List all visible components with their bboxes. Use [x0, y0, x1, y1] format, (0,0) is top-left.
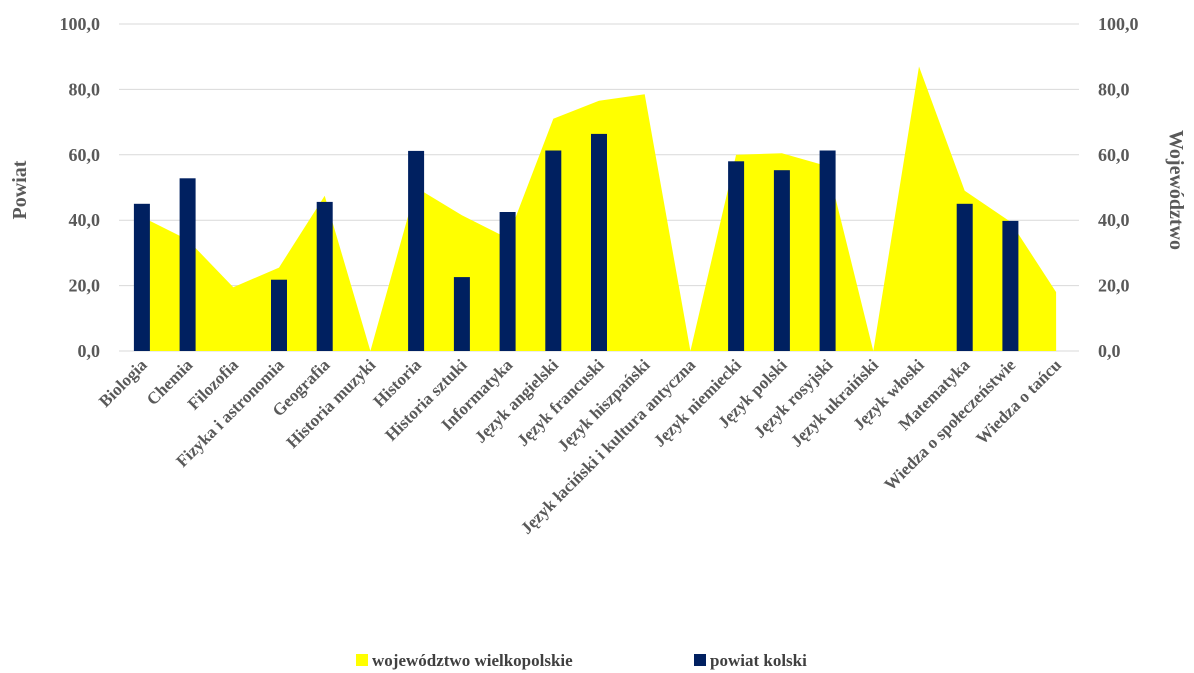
bar	[1002, 220, 1019, 351]
left-tick-label: 40,0	[69, 210, 101, 230]
legend-label-bar: powiat kolski	[710, 651, 807, 670]
left-tick-label: 20,0	[69, 276, 101, 296]
right-tick-label: 80,0	[1098, 79, 1130, 99]
bar	[133, 203, 150, 351]
bar	[271, 279, 287, 351]
bar-series	[133, 133, 1019, 351]
bar	[956, 203, 973, 351]
legend-label-area: województwo wielkopolskie	[372, 651, 573, 670]
bar	[453, 277, 470, 351]
right-tick-label: 40,0	[1098, 210, 1130, 230]
legend: województwo wielkopolskie powiat kolski	[356, 651, 807, 670]
bar	[591, 133, 607, 351]
legend-swatch-bar	[694, 654, 706, 666]
bar	[819, 150, 836, 351]
bar	[179, 178, 196, 351]
category-label: Język rosyjski	[750, 355, 837, 442]
left-axis-title: Powiat	[9, 160, 31, 219]
left-axis-ticks: 0,0 20,0 40,0 60,0 80,0 100,0	[60, 14, 101, 361]
bar	[316, 201, 333, 351]
legend-swatch-area	[356, 654, 368, 666]
bar	[408, 150, 425, 351]
right-tick-label: 60,0	[1098, 145, 1130, 165]
right-axis-ticks: 0,0 20,0 40,0 60,0 80,0 100,0	[1098, 14, 1139, 361]
right-tick-label: 20,0	[1098, 276, 1130, 296]
category-label: Biologia	[95, 355, 151, 411]
right-axis-title: Województwo	[1165, 130, 1187, 250]
bar	[773, 170, 790, 351]
left-tick-label: 0,0	[78, 341, 101, 361]
bar	[728, 161, 745, 351]
right-tick-label: 100,0	[1098, 14, 1139, 34]
right-tick-label: 0,0	[1098, 341, 1121, 361]
left-tick-label: 80,0	[69, 79, 101, 99]
left-tick-label: 60,0	[69, 145, 101, 165]
left-tick-label: 100,0	[60, 14, 101, 34]
bar	[545, 150, 562, 351]
bar	[499, 212, 516, 351]
